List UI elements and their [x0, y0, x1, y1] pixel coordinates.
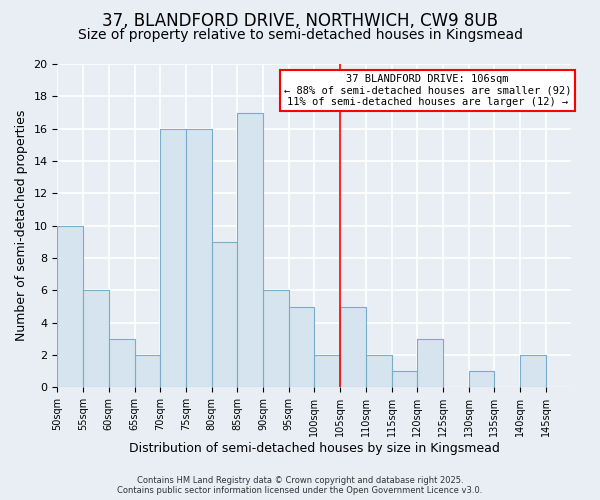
Text: Contains HM Land Registry data © Crown copyright and database right 2025.
Contai: Contains HM Land Registry data © Crown c… [118, 476, 482, 495]
Text: 37 BLANDFORD DRIVE: 106sqm
← 88% of semi-detached houses are smaller (92)
11% of: 37 BLANDFORD DRIVE: 106sqm ← 88% of semi… [284, 74, 571, 107]
Text: 37, BLANDFORD DRIVE, NORTHWICH, CW9 8UB: 37, BLANDFORD DRIVE, NORTHWICH, CW9 8UB [102, 12, 498, 30]
X-axis label: Distribution of semi-detached houses by size in Kingsmead: Distribution of semi-detached houses by … [129, 442, 500, 455]
Text: Size of property relative to semi-detached houses in Kingsmead: Size of property relative to semi-detach… [77, 28, 523, 42]
Y-axis label: Number of semi-detached properties: Number of semi-detached properties [15, 110, 28, 342]
